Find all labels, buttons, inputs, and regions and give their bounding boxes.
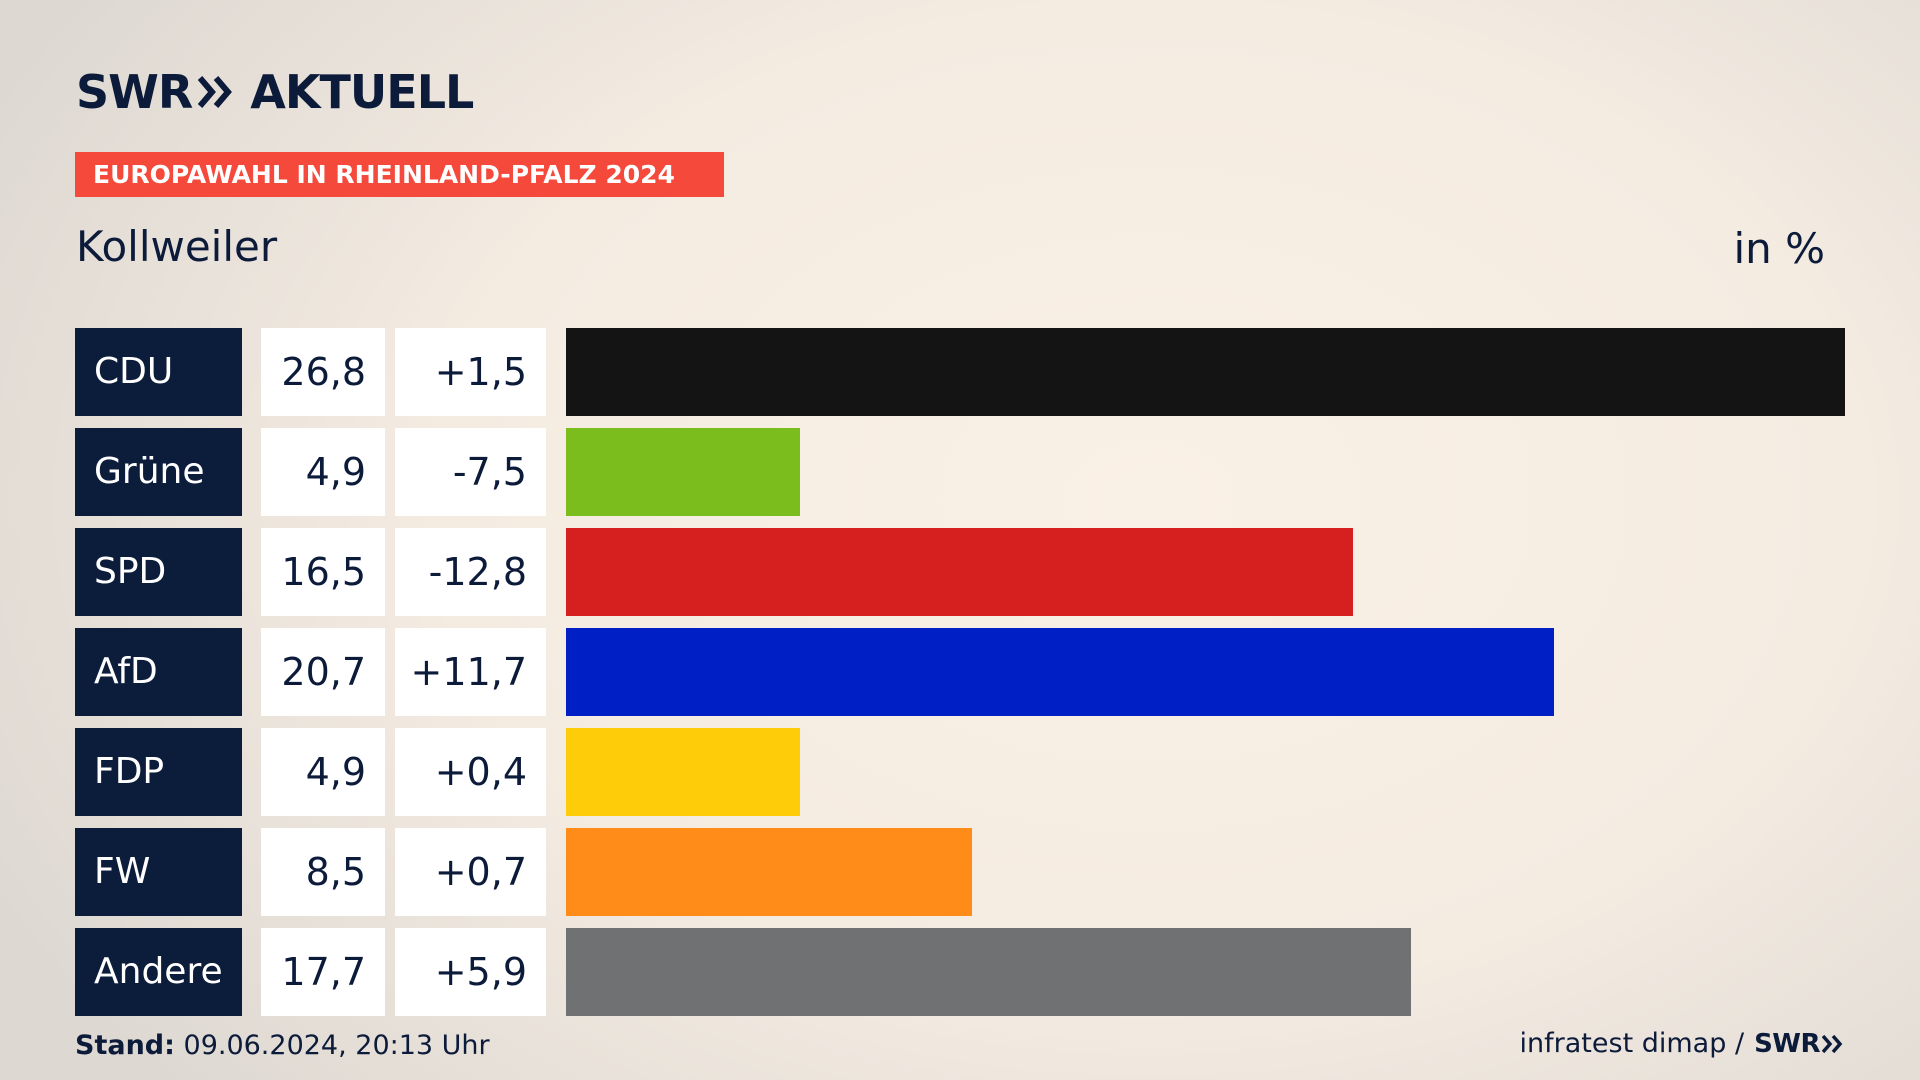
party-label: FDP <box>75 728 242 816</box>
stand-value: 09.06.2024, 20:13 Uhr <box>183 1030 490 1061</box>
party-diff: +0,7 <box>395 828 546 916</box>
result-bar <box>566 728 800 816</box>
party-label: CDU <box>75 328 242 416</box>
source-swr-logo: SWR <box>1754 1028 1820 1059</box>
party-diff: -12,8 <box>395 528 546 616</box>
party-value: 4,9 <box>261 728 385 816</box>
chart-row: CDU 26,8 +1,5 <box>75 328 1875 416</box>
party-diff: +5,9 <box>395 928 546 1016</box>
election-banner: EUROPAWAHL IN RHEINLAND-PFALZ 2024 <box>75 152 724 197</box>
party-diff: +11,7 <box>395 628 546 716</box>
unit-label: in % <box>1733 224 1825 273</box>
stand-label: Stand: <box>75 1030 175 1061</box>
logo-swr-text: SWR <box>76 65 193 119</box>
source-credit: infratest dimap / SWR <box>1520 1028 1844 1059</box>
logo-aktuell-text: AKTUELL <box>250 65 474 119</box>
party-label: Andere <box>75 928 242 1016</box>
result-bar <box>566 628 1554 716</box>
source-text: infratest dimap / <box>1519 1028 1745 1059</box>
party-value: 8,5 <box>261 828 385 916</box>
chart-row: FDP 4,9 +0,4 <box>75 728 1875 816</box>
double-chevron-icon <box>1822 1034 1843 1053</box>
result-bar <box>566 528 1353 616</box>
party-value: 20,7 <box>261 628 385 716</box>
swr-aktuell-logo: SWR AKTUELL <box>76 65 474 119</box>
party-label: FW <box>75 828 242 916</box>
timestamp: Stand: 09.06.2024, 20:13 Uhr <box>75 1030 490 1061</box>
result-bar <box>566 328 1845 416</box>
chart-row: FW 8,5 +0,7 <box>75 828 1875 916</box>
double-chevron-icon <box>198 76 233 108</box>
party-value: 16,5 <box>261 528 385 616</box>
party-label: SPD <box>75 528 242 616</box>
party-value: 17,7 <box>261 928 385 1016</box>
party-diff: +1,5 <box>395 328 546 416</box>
result-bar <box>566 828 972 916</box>
chart-row: Andere 17,7 +5,9 <box>75 928 1875 1016</box>
chart-row: Grüne 4,9 -7,5 <box>75 428 1875 516</box>
chart-row: AfD 20,7 +11,7 <box>75 628 1875 716</box>
party-diff: +0,4 <box>395 728 546 816</box>
party-label: Grüne <box>75 428 242 516</box>
result-bar <box>566 428 800 516</box>
party-label: AfD <box>75 628 242 716</box>
result-bar <box>566 928 1411 1016</box>
party-value: 26,8 <box>261 328 385 416</box>
chart-row: SPD 16,5 -12,8 <box>75 528 1875 616</box>
party-value: 4,9 <box>261 428 385 516</box>
chart-title: Kollweiler <box>76 222 278 271</box>
party-diff: -7,5 <box>395 428 546 516</box>
